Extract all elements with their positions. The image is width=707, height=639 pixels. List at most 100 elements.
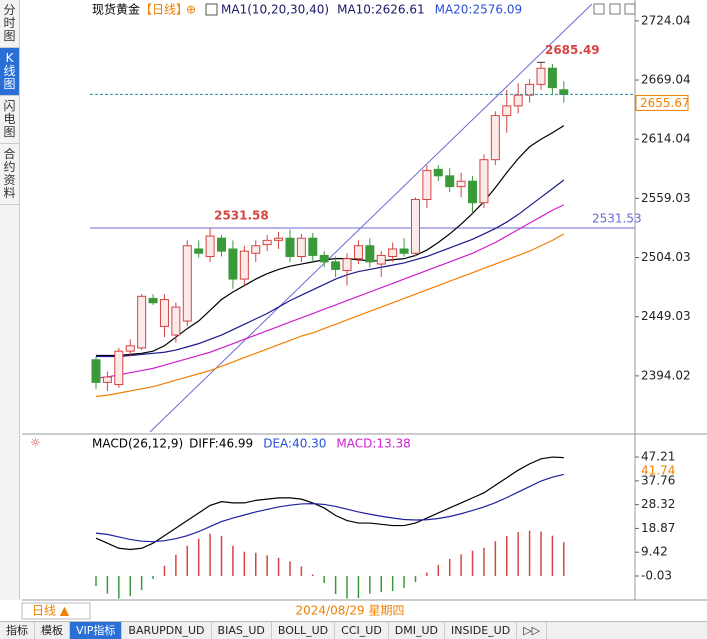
legend-entry: MACD:13.38	[336, 437, 410, 451]
candle-body	[239, 250, 249, 280]
legend-entry: MA10:2626.61	[337, 3, 425, 17]
y-tick-label: 2394.02	[641, 368, 691, 382]
candle-body	[171, 306, 181, 336]
candle-body	[456, 180, 466, 188]
cursor-value: 41.74	[641, 463, 675, 477]
candle-body	[479, 159, 489, 204]
candle-body	[433, 168, 443, 177]
sidebar-tab[interactable]: 闪电图	[0, 96, 19, 144]
toolbar-icons	[593, 3, 636, 15]
horizontal-line-label: 2531.53	[592, 211, 642, 225]
candle-body	[342, 258, 352, 271]
sidebar-tab[interactable]: K线图	[0, 48, 19, 96]
candle-body	[159, 299, 169, 327]
candle-body	[388, 248, 398, 257]
candle-body	[536, 67, 546, 85]
ma-line	[96, 179, 565, 358]
sidebar-tab[interactable]: 分时图	[0, 0, 19, 48]
indicator-tab[interactable]: BIAS_UD	[212, 622, 272, 639]
indicator-tab[interactable]: BOLL_UD	[272, 622, 336, 639]
trend-line	[149, 4, 593, 432]
indicator-tab[interactable]: INSIDE_UD	[445, 622, 518, 639]
ma-line	[95, 204, 565, 379]
candle-body	[296, 237, 306, 258]
last-price-label: 2655.67	[640, 96, 690, 110]
legend-entry: MA20:2576.09	[435, 3, 523, 17]
y-tick-label: 9.42	[641, 545, 668, 559]
ma-line	[95, 473, 564, 543]
candle-body	[422, 169, 432, 200]
add-icon: ⊕	[186, 3, 196, 17]
candle-body	[559, 89, 569, 95]
candle-body	[274, 237, 284, 241]
candle-body	[502, 105, 512, 117]
candle-body	[114, 350, 124, 386]
candle-body	[525, 83, 535, 96]
candle-body	[137, 295, 147, 349]
y-tick-label: 2614.04	[641, 132, 691, 146]
candle-body	[376, 254, 386, 265]
y-tick-label: 2724.04	[641, 13, 691, 27]
candle-body	[182, 245, 192, 322]
y-tick-label: 2669.04	[641, 73, 691, 87]
candle-body	[102, 376, 112, 383]
indicator-tab[interactable]: BARUPDN_UD	[122, 622, 212, 639]
y-tick-label: 2559.03	[641, 191, 691, 205]
period: 【日线】	[140, 3, 188, 17]
candle-body	[547, 67, 557, 89]
candle-body	[365, 245, 375, 263]
candle-body	[445, 175, 455, 188]
candle-body	[262, 239, 272, 246]
chart: ☼ 日线 ▲ 2024/08/29 星期四 2724.04 2669.04 2614…	[21, 0, 707, 620]
y-tick-label: 47.21	[641, 450, 675, 464]
last-price-box	[635, 94, 689, 111]
legend-entry: DEA:40.30	[263, 437, 326, 451]
candle-body	[410, 198, 420, 254]
candle-body	[353, 245, 363, 260]
y-tick-label: 37.76	[641, 473, 675, 487]
indicator-tabs: 指标 模板 VIP指标 BARUPDN_UD BIAS_UD BOLL_UD CCI_UD D…	[0, 621, 707, 639]
y-tick-label: 2504.03	[641, 250, 691, 264]
candle-body	[148, 297, 158, 304]
indicator-tab[interactable]: VIP指标	[70, 622, 123, 639]
candle-body	[285, 237, 295, 258]
candle-body	[399, 248, 409, 254]
legend-entry: DIFF:46.99	[189, 437, 253, 451]
indicator-tab[interactable]: 模板	[35, 622, 70, 639]
indicator-icon	[205, 3, 218, 16]
candle-body	[490, 115, 500, 161]
candle-body	[125, 345, 135, 352]
candle-body	[194, 248, 204, 254]
candle-body	[217, 237, 227, 252]
candle-body	[91, 359, 101, 383]
sidebar-tab[interactable]: 合约资料	[0, 144, 19, 205]
y-tick-label: 2449.03	[641, 309, 691, 323]
y-tick-label: 28.32	[641, 497, 675, 511]
candle-body	[308, 237, 318, 256]
candle-body	[468, 180, 478, 204]
price-annotation: 2531.58	[214, 208, 269, 222]
indicator-name: MACD(26,12,9)	[92, 437, 183, 451]
candle-body	[205, 235, 215, 258]
candle-body	[319, 254, 329, 263]
period-label[interactable]: 日线 ▲	[32, 604, 70, 618]
indicator-tab[interactable]: DMI_UD	[389, 622, 446, 639]
candle-body	[513, 94, 523, 107]
settings-icon[interactable]: ☼	[30, 436, 41, 450]
indicator-tab[interactable]: ▷▷	[517, 622, 548, 639]
period-box[interactable]	[21, 602, 91, 620]
sidebar: 分时图 K线图 闪电图 合约资料	[0, 0, 20, 600]
indicator-name: MA1(10,20,30,40)	[221, 3, 329, 17]
candle-body	[331, 261, 341, 270]
price-annotation: 2685.49	[545, 43, 600, 57]
indicator-tab[interactable]: CCI_UD	[335, 622, 389, 639]
indicator-tab[interactable]: 指标	[0, 622, 35, 639]
ma-line	[95, 456, 564, 551]
y-tick-label: 18.87	[641, 521, 675, 535]
ma-line	[95, 233, 565, 397]
candle-body	[228, 248, 238, 280]
candle-body	[251, 245, 261, 254]
y-tick-label: -0.03	[641, 569, 672, 583]
cursor-date: 2024/08/29 星期四	[296, 604, 405, 618]
